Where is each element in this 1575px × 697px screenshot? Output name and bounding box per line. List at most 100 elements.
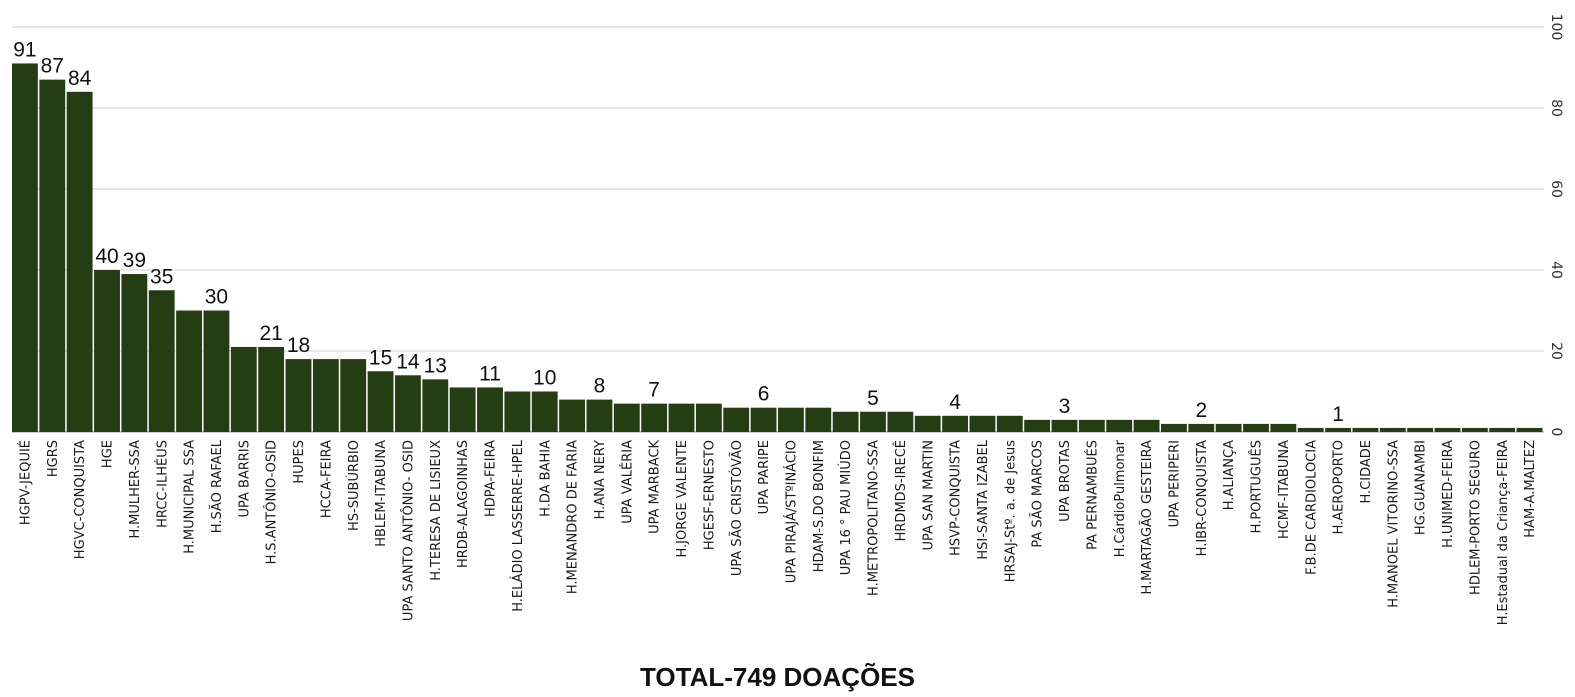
x-tick-label-13: HBLEM-ITABUNA (374, 440, 389, 547)
bar-37 (1024, 419, 1051, 432)
x-tick-label-23: UPA MARBACK (648, 440, 663, 534)
x-tick-label-44: H.ALIANÇA (1222, 440, 1237, 510)
x-tick-label-20: H.MENANDRO DE FARIA (566, 440, 581, 594)
bar-15 (422, 379, 449, 432)
data-label-27: 6 (758, 383, 770, 406)
bar-42 (1161, 423, 1187, 432)
y-tick-label-40: 40 (1548, 261, 1564, 279)
x-tick-label-28: UPA PIRAJÁ/STºINÁCIO (783, 440, 799, 583)
bar-53 (1461, 427, 1488, 432)
bar-50 (1379, 427, 1406, 432)
y-tick-label-80: 80 (1548, 99, 1564, 117)
x-tick-label-12: HS-SUBÚRBIO (346, 440, 362, 531)
x-tick-label-42: UPA PERIPERI (1167, 440, 1182, 527)
x-tick-label-31: H.METROPOLITANO-SSA (867, 440, 882, 596)
data-label-38: 3 (1059, 395, 1071, 418)
bar-6 (176, 310, 202, 432)
x-tick-label-43: H.IBR-CONQUISTA (1195, 440, 1210, 556)
bar-54 (1489, 427, 1516, 432)
bar-16 (449, 387, 476, 432)
data-label-31: 5 (867, 387, 879, 410)
x-tick-label-41: H.MARTAGÃO GESTEIRA (1139, 440, 1155, 595)
data-label-2: 84 (68, 67, 92, 90)
bar-2 (66, 91, 93, 433)
bar-0 (12, 63, 38, 432)
data-label-1: 87 (41, 55, 64, 78)
bar-35 (969, 415, 996, 432)
data-label-5: 35 (150, 265, 173, 288)
x-axis-labels: HGPV-JEQUIÉ HGRS HGVC-CONQUISTA HGE H.MULHER… (17, 439, 1538, 625)
x-tick-label-24: H.JORGE VALENTE (675, 440, 690, 558)
x-tick-label-8: UPA BARRIS (237, 440, 252, 518)
bar-55 (1516, 427, 1543, 432)
y-tick-label-60: 60 (1548, 180, 1564, 198)
bar-34 (942, 415, 968, 432)
data-label-19: 10 (533, 367, 556, 390)
bar-47 (1297, 427, 1324, 432)
x-tick-label-21: H.ANA NERY (593, 440, 608, 519)
x-tick-label-35: HSI-SANTA IZABEL (976, 439, 991, 559)
bar-24 (668, 403, 695, 432)
x-tick-label-51: HG.GUANAMBI (1414, 440, 1429, 535)
data-label-0: 91 (13, 38, 36, 61)
y-tick-label-20: 20 (1548, 342, 1564, 360)
bar-20 (559, 399, 585, 432)
x-tick-label-55: HAM-A.MALTEZ (1523, 440, 1538, 538)
data-label-21: 8 (594, 375, 606, 398)
data-label-3: 40 (95, 245, 118, 268)
x-tick-label-14: UPA SANTO ANTÔNIO- OSID (400, 440, 416, 621)
x-tick-label-18: H.ELÁDIO LASSERRE-HPEL (510, 439, 526, 611)
x-tick-label-22: UPA VALÉRIA (619, 440, 635, 524)
data-label-23: 7 (648, 379, 660, 402)
data-label-7: 30 (205, 286, 228, 309)
x-tick-label-54: H.Estadual da Criança-FEIRA (1496, 440, 1511, 625)
x-tick-label-49: H.CIDADE (1359, 440, 1374, 504)
x-tick-label-5: HRCC-ILHÉUS (154, 440, 170, 528)
x-tick-label-1: HGRS (46, 440, 61, 477)
data-label-48: 1 (1332, 403, 1344, 426)
bar-13 (367, 371, 394, 432)
bar-41 (1133, 419, 1160, 432)
chart-title: TOTAL-749 DOAÇÕES (640, 662, 915, 692)
bar-49 (1352, 427, 1379, 432)
x-tick-label-38: UPA BROTAS (1058, 440, 1073, 522)
bar-9 (258, 346, 285, 432)
x-tick-label-17: HDPA-FEIRA (484, 440, 499, 517)
x-tick-label-36: HRSAJ-Stº. a. de Jesus (1003, 440, 1018, 582)
bar-38 (1051, 419, 1078, 432)
bar-51 (1407, 427, 1434, 432)
bar-18 (504, 391, 531, 432)
x-tick-label-6: H.MUNICIPAL SSA (183, 440, 198, 554)
x-tick-label-11: HCCA-FEIRA (319, 440, 334, 518)
x-tick-label-16: HRDB-ALAGOINHAS (456, 440, 471, 568)
bar-5 (148, 290, 175, 432)
bar-14 (395, 375, 421, 432)
bar-39 (1078, 419, 1105, 432)
bar-29 (805, 407, 832, 432)
y-tick-label-100: 100 (1548, 14, 1564, 41)
bar-43 (1188, 423, 1215, 432)
x-tick-label-27: UPA PARIPE (757, 440, 772, 514)
data-label-15: 13 (424, 354, 447, 377)
bar-46 (1270, 423, 1297, 432)
x-tick-label-32: HRDMDS-IRECÊ (893, 440, 909, 541)
x-tick-label-34: HSVP-CONQUISTA (949, 440, 964, 556)
bar-3 (94, 270, 120, 432)
data-label-10: 18 (287, 334, 310, 357)
data-label-4: 39 (123, 249, 146, 272)
x-tick-label-15: H.TERESA DE LISIEUX (429, 440, 444, 581)
bar-27 (750, 407, 777, 432)
data-label-13: 15 (369, 346, 392, 369)
bar-25 (695, 403, 722, 432)
x-tick-label-50: H.MANOEL VITORINO-SSA (1386, 440, 1401, 608)
x-tick-label-26: UPA SÃO CRISTÓVÃO (729, 440, 745, 576)
bar-4 (121, 274, 148, 432)
bar-12 (340, 359, 367, 432)
x-tick-label-48: H.AEROPORTO (1332, 440, 1347, 534)
bar-8 (230, 346, 257, 432)
x-tick-label-7: H.SÃO RAFAEL (209, 439, 225, 533)
data-label-14: 14 (396, 350, 420, 373)
bar-33 (914, 415, 941, 432)
y-axis-ticks: 0 20 40 60 80 100 (1548, 14, 1564, 437)
